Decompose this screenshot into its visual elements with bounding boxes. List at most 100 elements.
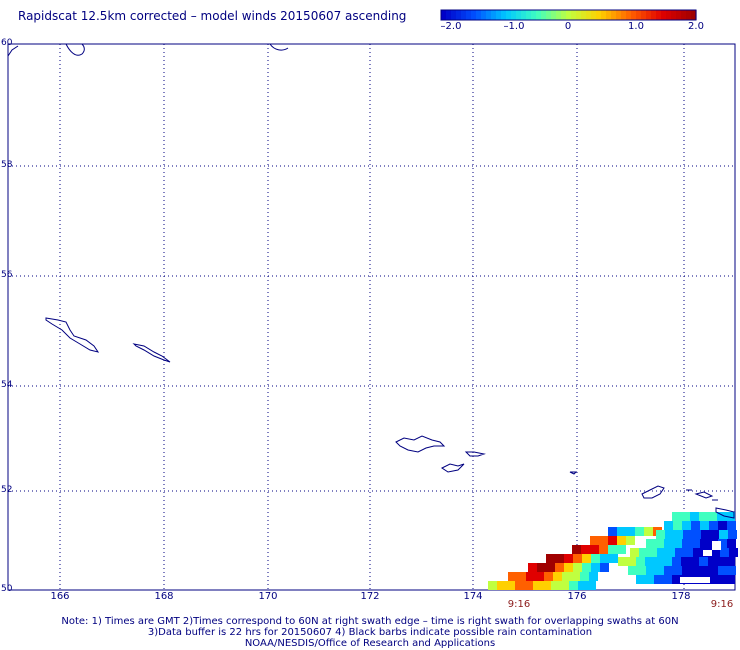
colorbar-cell	[626, 10, 632, 20]
colorbar-cell	[646, 10, 652, 20]
rat-islands-c	[715, 507, 735, 519]
lon-label-178: 178	[671, 591, 691, 602]
swath-cell	[546, 563, 555, 572]
swath-cell	[718, 566, 727, 575]
swath-cell	[691, 521, 700, 530]
swath-cell	[528, 563, 537, 572]
colorbar-cell	[586, 10, 592, 20]
swath-cell	[727, 539, 736, 548]
swath-cell	[708, 512, 717, 521]
rat-islands-b	[694, 491, 714, 499]
swath-cell	[664, 539, 673, 548]
colorbar-cell	[511, 10, 517, 20]
colorbar-cell	[601, 10, 607, 20]
swath-cell	[600, 554, 609, 563]
swath-cell	[564, 554, 573, 563]
colorbar-cell	[561, 10, 567, 20]
colorbar-cell	[526, 10, 532, 20]
swath-cell	[672, 575, 681, 584]
swath-cell	[672, 557, 681, 566]
colorbar-label-neg1: –1.0	[503, 21, 525, 32]
swath-cell	[664, 521, 673, 530]
swath-cell	[708, 557, 717, 566]
swath-cell	[591, 563, 600, 572]
swath-cell	[572, 545, 581, 554]
colorbar-cell	[636, 10, 642, 20]
colorbar-cell	[441, 10, 447, 20]
note-line-3: NOAA/NESDIS/Office of Research and Appli…	[244, 638, 496, 649]
colorbar-label-pos1: 1.0	[628, 21, 644, 32]
attu-island	[395, 435, 446, 453]
swath-cell	[646, 539, 655, 548]
lon-label-174: 174	[463, 591, 483, 602]
swath-cell	[708, 575, 717, 584]
swath-cell	[700, 566, 709, 575]
swath-cell	[663, 557, 672, 566]
swath-cell	[581, 545, 590, 554]
colorbar-cell	[451, 10, 457, 20]
colorbar-cell	[641, 10, 647, 20]
lat-label-54: 54	[1, 380, 13, 390]
swath-cell	[524, 581, 533, 590]
swath-cell	[617, 545, 626, 554]
swath-cell	[564, 563, 573, 572]
colorbar-cell	[521, 10, 527, 20]
swath-cell	[590, 536, 599, 545]
swath-cell	[664, 566, 673, 575]
swath-cell	[580, 572, 589, 581]
swath-cell	[655, 566, 664, 575]
swath-cell	[639, 548, 648, 557]
swath-cell	[626, 536, 635, 545]
swath-cell	[553, 572, 562, 581]
swath-cell	[666, 548, 675, 557]
swath-cell	[681, 557, 690, 566]
swath-cell	[488, 581, 497, 590]
swath-cell	[710, 530, 719, 539]
swath-cell	[720, 548, 729, 557]
kamchatka-coast	[7, 45, 19, 57]
lat-label-50: 50	[1, 584, 13, 594]
swath-cell	[627, 557, 636, 566]
colorbar-cell	[531, 10, 537, 20]
swath-gap	[712, 541, 721, 550]
swath-cell	[682, 521, 691, 530]
swath-cell	[590, 545, 599, 554]
swath-cell	[646, 566, 655, 575]
swath-cell	[630, 548, 639, 557]
swath-cell	[546, 554, 555, 563]
swath-cell	[727, 521, 736, 530]
swath-cell	[718, 521, 727, 530]
swath-cell	[537, 563, 546, 572]
colorbar-cell	[461, 10, 467, 20]
swath-cell	[555, 554, 564, 563]
colorbar-label-max: 2.0	[688, 21, 704, 32]
lat-label-52: 52	[1, 485, 13, 495]
swath-cell	[690, 557, 699, 566]
colorbar-cell	[681, 10, 687, 20]
lon-label-172: 172	[360, 591, 380, 602]
swath-cell	[609, 554, 618, 563]
semichi-islands	[464, 451, 486, 457]
swath-cell	[673, 521, 682, 530]
swath-cell	[700, 521, 709, 530]
swath-cell	[506, 581, 515, 590]
swath-cell	[727, 566, 736, 575]
swath-cell	[684, 548, 693, 557]
note-line-1: Note: 1) Times are GMT 2)Times correspon…	[61, 616, 679, 627]
swath-cell	[562, 572, 571, 581]
swath-cell	[600, 563, 609, 572]
swath-cell	[682, 539, 691, 548]
swath-cell	[726, 512, 735, 521]
swath-cell	[626, 527, 635, 536]
swath-cell	[717, 512, 726, 521]
lon-label-176: 176	[567, 591, 587, 602]
coastlines	[7, 43, 735, 519]
swath-cell	[645, 557, 654, 566]
swath-cell	[555, 563, 564, 572]
colorbar-label-min: –2.0	[440, 21, 462, 32]
colorbar-cell	[686, 10, 692, 20]
colorbar-cell	[671, 10, 677, 20]
swath-cell	[544, 572, 553, 581]
swath-cell	[573, 563, 582, 572]
